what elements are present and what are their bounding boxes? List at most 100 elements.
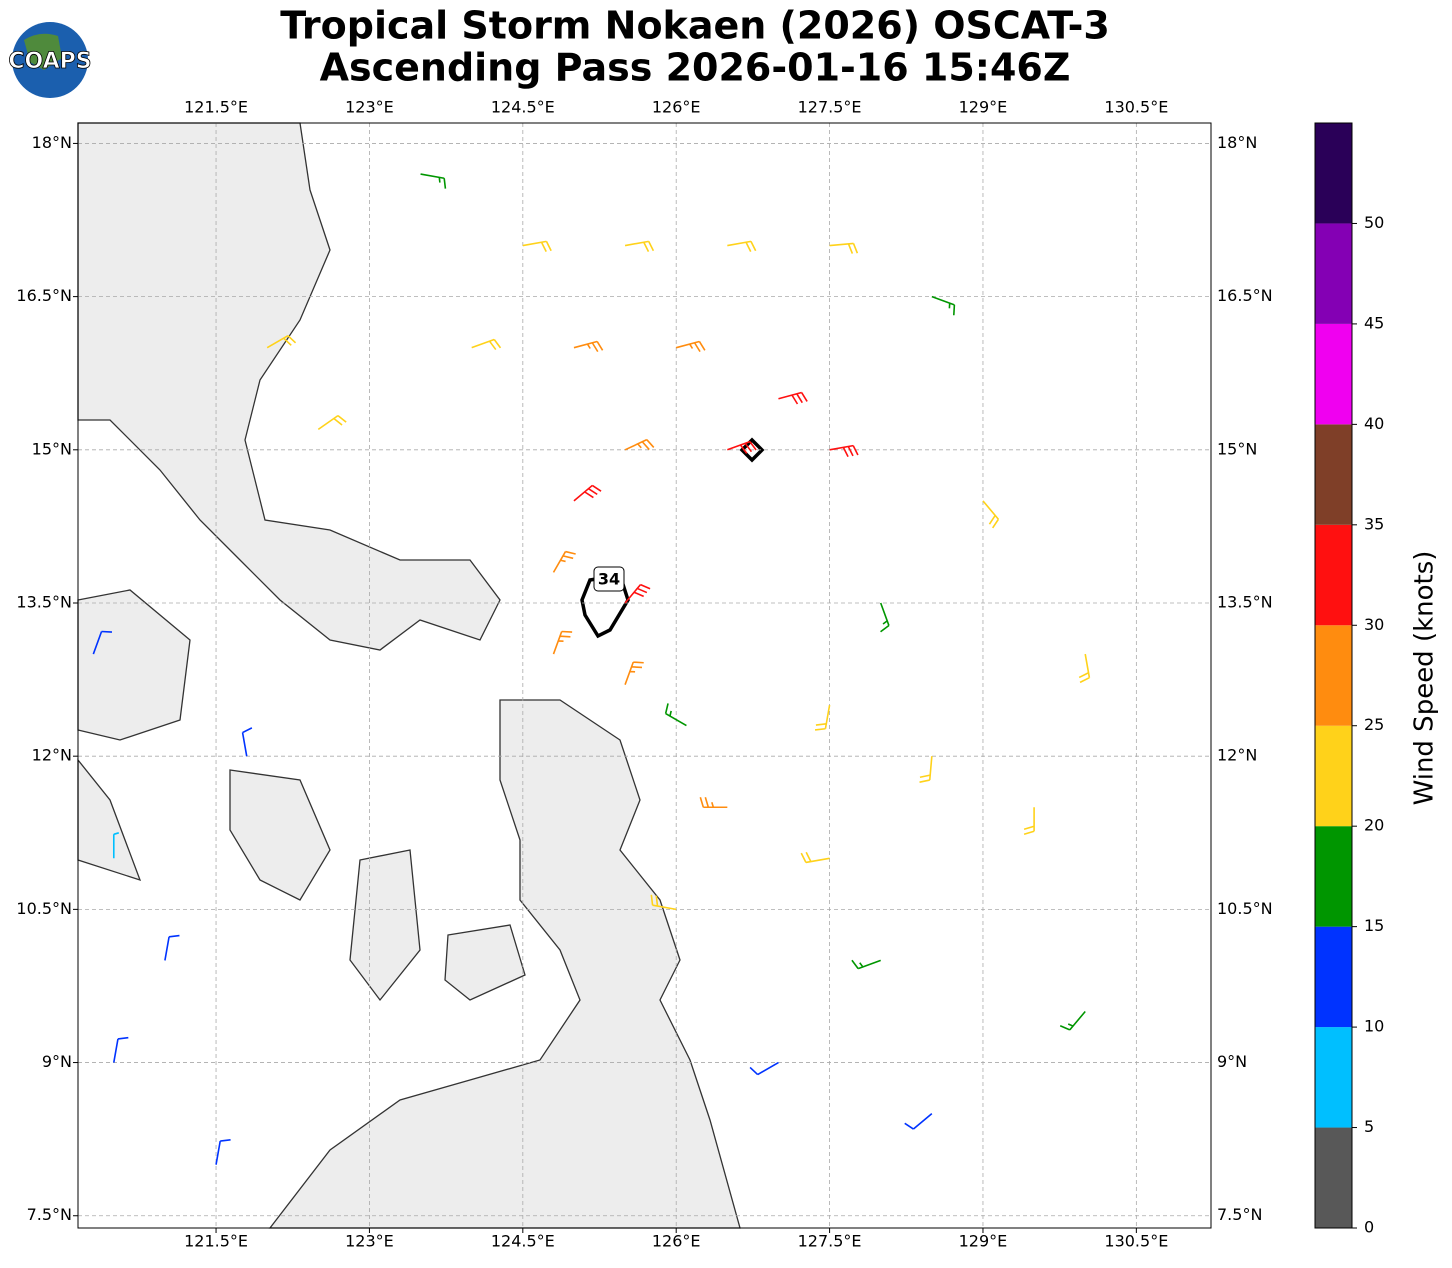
wind-barb [851,959,881,970]
wind-barb [92,630,113,655]
colorbar-tick-label: 5 [1364,1117,1374,1136]
colorbar-segment [1315,1027,1352,1128]
colorbar-segment [1315,1127,1352,1228]
wind-barb [879,602,890,633]
lon-tick-label: 126°E [652,1232,701,1251]
land-panay [229,769,331,901]
wind-barb [749,1061,779,1076]
wind-barb [552,550,576,573]
lat-tick-label-right: 15°N [1217,439,1257,458]
contour-label: 34 [598,570,620,589]
lon-tick-label: 130.5°E [1104,1232,1168,1251]
wind-barb [664,703,687,727]
wind-barb [573,484,602,502]
wind-barb [699,797,728,809]
colorbar-segment [1315,826,1352,927]
lon-tick-label-top: 126°E [652,98,701,117]
wind-barb [919,756,933,783]
map-frame [77,122,1212,1229]
wind-barb [164,934,180,961]
lat-tick-label: 12°N [32,746,72,765]
contour-34kt-small [739,437,765,463]
logo-land [24,33,62,70]
wind-barb [471,338,502,351]
title-line-2: Ascending Pass 2026-01-16 15:46Z [320,46,1071,90]
lon-tick-label-top: 123°E [345,98,394,117]
wind-barb [1059,1010,1086,1031]
land-negros [349,849,421,1002]
wind-barb [624,438,655,451]
colorbar-tick-label: 35 [1364,514,1384,533]
colorbar-segment [1315,625,1352,726]
lon-tick-label: 123°E [345,1232,394,1251]
wind-barb [420,173,447,189]
lon-tick-label-top: 130.5°E [1104,98,1168,117]
lat-tick-label-right: 16.5°N [1217,286,1273,305]
lat-tick-label: 13.5°N [16,592,72,611]
wind-barb [727,240,757,252]
wind-barb [800,851,830,864]
colorbar-segment [1315,926,1352,1028]
colorbar-tick-label: 0 [1364,1218,1374,1237]
lat-tick-label-right: 12°N [1217,746,1257,765]
wind-barb [778,391,808,405]
lat-tick-label: 18°N [32,133,72,152]
lat-tick-label-right: 10.5°N [1217,899,1273,918]
wind-barb [215,1139,231,1165]
lat-tick-label: 10.5°N [16,899,72,918]
wind-barb [1023,807,1035,836]
colorbar-segment [1315,323,1352,425]
wind-barb [241,727,253,757]
map: 34 [77,122,1212,1229]
lat-tick-label: 16.5°N [16,286,72,305]
wind-barb [552,630,573,655]
colorbar-tick-label: 20 [1364,816,1384,835]
lat-tick-label-right: 18°N [1217,133,1257,152]
lon-tick-label: 129°E [959,1232,1008,1251]
lat-tick-label-right: 7.5°N [1217,1205,1262,1224]
wind-barb [113,1036,129,1063]
wind-barb [317,414,347,431]
colorbar-segment [1315,524,1352,626]
lat-tick-label-right: 13.5°N [1217,592,1273,611]
wind-barb [266,334,297,349]
lon-tick-label-top: 121.5°E [184,98,248,117]
lat-tick-label: 9°N [42,1052,72,1071]
colorbar-segment [1315,123,1352,224]
lat-tick-label: 7.5°N [27,1205,72,1224]
contour-label-box [593,566,625,592]
colorbar-segment [1315,424,1352,525]
colorbar-tick-label: 40 [1364,414,1384,433]
colorbar-tick-label: 45 [1364,313,1384,332]
colorbar-label: Wind Speed (knots) [1410,551,1440,806]
colorbar-tick-label: 15 [1364,916,1384,935]
wind-barb [624,240,655,252]
colorbar-tick-label: 25 [1364,715,1384,734]
wind-barb [522,240,552,252]
lon-tick-label-top: 127.5°E [798,98,862,117]
wind-barb [1078,653,1091,684]
colorbar-frame [1314,122,1353,1229]
colorbar-segment [1315,223,1352,324]
lon-tick-label-top: 124.5°E [491,98,555,117]
lat-tick-label: 15°N [32,439,72,458]
wind-barb [573,340,604,353]
wind-barb [675,340,706,353]
wind-barb [829,242,859,254]
colorbar: 0 5 10 15 20 25 30 35 40 45 50 [1314,122,1384,1237]
colorbar-tick-label: 10 [1364,1017,1384,1036]
wind-barb [624,661,644,685]
lon-tick-label-top: 129°E [959,98,1008,117]
wind-barb [814,704,831,731]
land-bohol [444,924,526,1001]
colorbar-tick-label: 50 [1364,213,1384,232]
lon-tick-label: 127.5°E [798,1232,862,1251]
logo-text: COAPS [8,49,91,74]
wind-barb [650,894,677,911]
wind-barb [727,440,757,454]
lon-tick-label: 121.5°E [184,1232,248,1251]
wind-barb [829,444,859,458]
title-line-1: Tropical Storm Nokaen (2026) OSCAT-3 [280,4,1110,48]
lat-tick-label-right: 9°N [1217,1052,1247,1071]
